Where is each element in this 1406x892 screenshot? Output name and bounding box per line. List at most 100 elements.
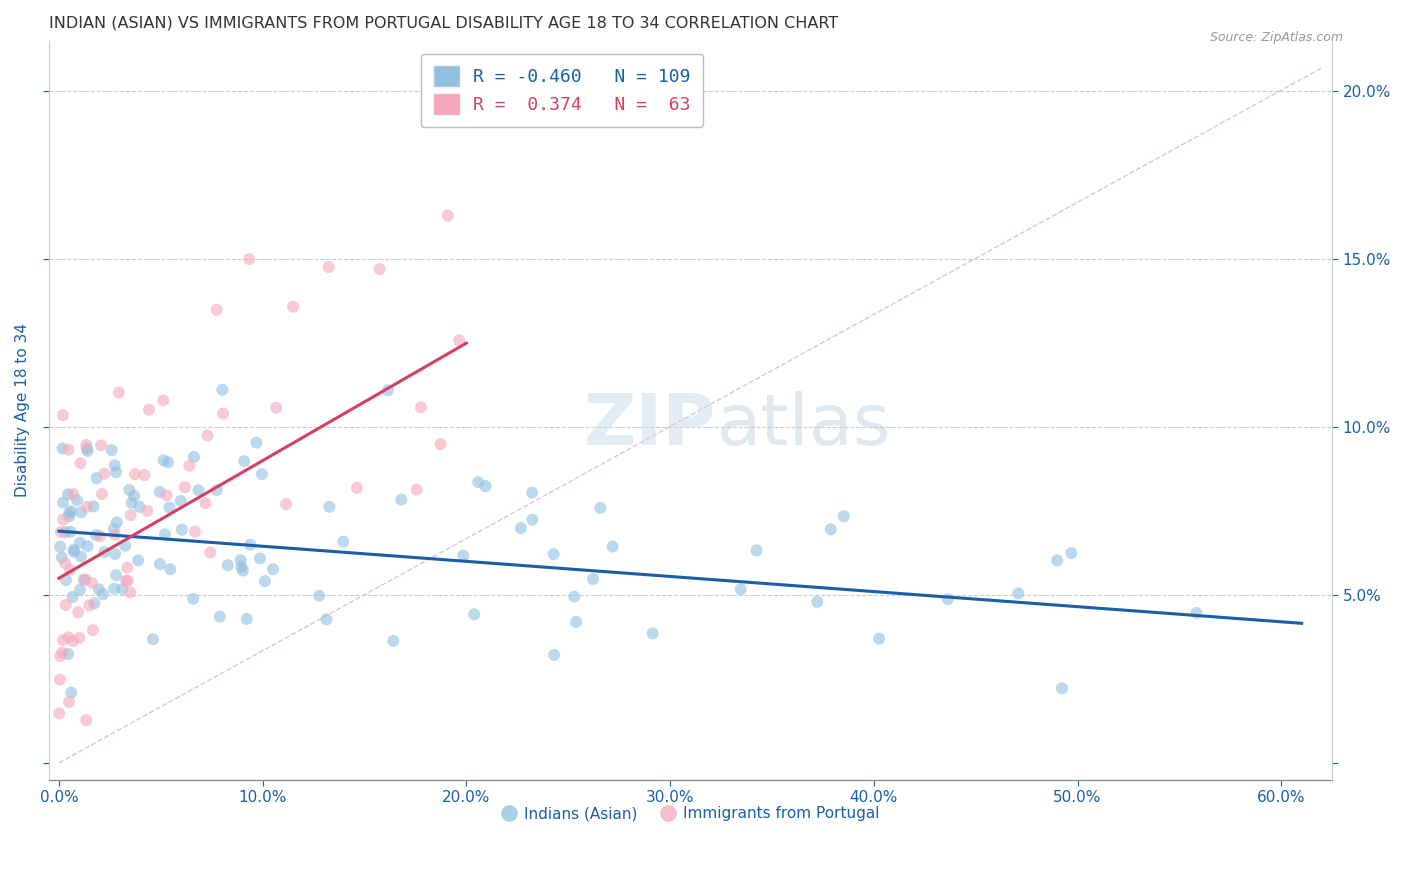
Point (409, 401, 432, 415)
Point (52, 512, 75, 526)
Point (194, 496, 217, 510)
Point (114, 539, 136, 553)
Point (59, 563, 82, 577)
Point (49, 524, 72, 539)
Point (105, 568, 128, 582)
Point (55, 598, 77, 612)
Point (62, 590, 84, 604)
Point (520, 485, 543, 500)
Point (253, 574, 276, 589)
Point (156, 488, 179, 502)
Point (509, 521, 531, 535)
Point (212, 407, 235, 421)
Point (49, 649, 72, 664)
Point (159, 562, 181, 576)
Point (103, 522, 125, 536)
Point (205, 302, 228, 317)
Point (543, 648, 565, 662)
Point (238, 252, 260, 267)
Point (346, 481, 368, 495)
Point (211, 383, 233, 397)
Point (58, 695, 80, 709)
Point (152, 393, 174, 408)
Point (208, 609, 231, 624)
Point (83, 500, 105, 514)
Point (105, 516, 128, 530)
Point (318, 260, 340, 274)
Point (93, 545, 115, 559)
Text: ZIP: ZIP (583, 391, 716, 459)
Point (641, 626, 664, 640)
Point (562, 590, 585, 604)
Point (48, 706, 70, 721)
Point (52, 408, 75, 422)
Point (868, 632, 890, 646)
Point (730, 582, 752, 597)
Point (149, 484, 172, 499)
Point (53, 524, 76, 539)
Point (159, 500, 181, 515)
Point (62, 487, 84, 501)
Point (565, 615, 588, 629)
Point (76, 443, 98, 458)
Point (56, 647, 79, 661)
Point (1050, 681, 1073, 696)
Point (111, 582, 134, 596)
Point (117, 574, 139, 588)
Point (467, 475, 489, 490)
Point (104, 547, 127, 561)
Point (127, 553, 149, 567)
Point (77, 599, 100, 613)
Point (105, 465, 128, 479)
Point (149, 557, 172, 571)
Point (1046, 553, 1069, 567)
Point (86, 471, 108, 485)
Point (51, 550, 73, 565)
Point (405, 483, 427, 497)
Point (124, 467, 146, 482)
Point (93, 467, 115, 481)
Point (104, 527, 127, 541)
Point (153, 527, 176, 541)
Point (745, 543, 768, 558)
Point (91, 587, 114, 601)
Point (89, 529, 111, 543)
Point (183, 450, 205, 464)
Point (239, 538, 262, 552)
Point (368, 262, 391, 277)
Point (389, 492, 412, 507)
Point (58, 509, 80, 524)
Point (69, 631, 91, 645)
Point (80, 575, 103, 590)
Point (229, 553, 252, 567)
Point (118, 483, 141, 497)
Point (231, 559, 253, 574)
Point (56, 487, 79, 501)
Point (59, 524, 82, 539)
Point (52, 442, 75, 456)
Point (589, 500, 612, 515)
Point (936, 592, 959, 607)
Point (115, 574, 138, 588)
Point (217, 558, 239, 573)
Point (62, 542, 84, 557)
Point (582, 572, 605, 586)
Point (1007, 586, 1029, 600)
Point (58, 442, 80, 457)
Point (264, 401, 287, 415)
Point (128, 500, 150, 514)
Point (84, 528, 107, 542)
Point (832, 509, 855, 524)
Point (90, 438, 112, 452)
Point (120, 585, 142, 599)
Point (170, 494, 193, 508)
Point (179, 458, 201, 473)
Point (142, 632, 165, 647)
Y-axis label: Disability Age 18 to 34: Disability Age 18 to 34 (15, 323, 30, 497)
Point (91, 487, 114, 501)
Point (75, 713, 97, 727)
Point (53, 556, 76, 570)
Point (49, 673, 72, 687)
Point (76, 539, 98, 553)
Point (281, 300, 304, 314)
